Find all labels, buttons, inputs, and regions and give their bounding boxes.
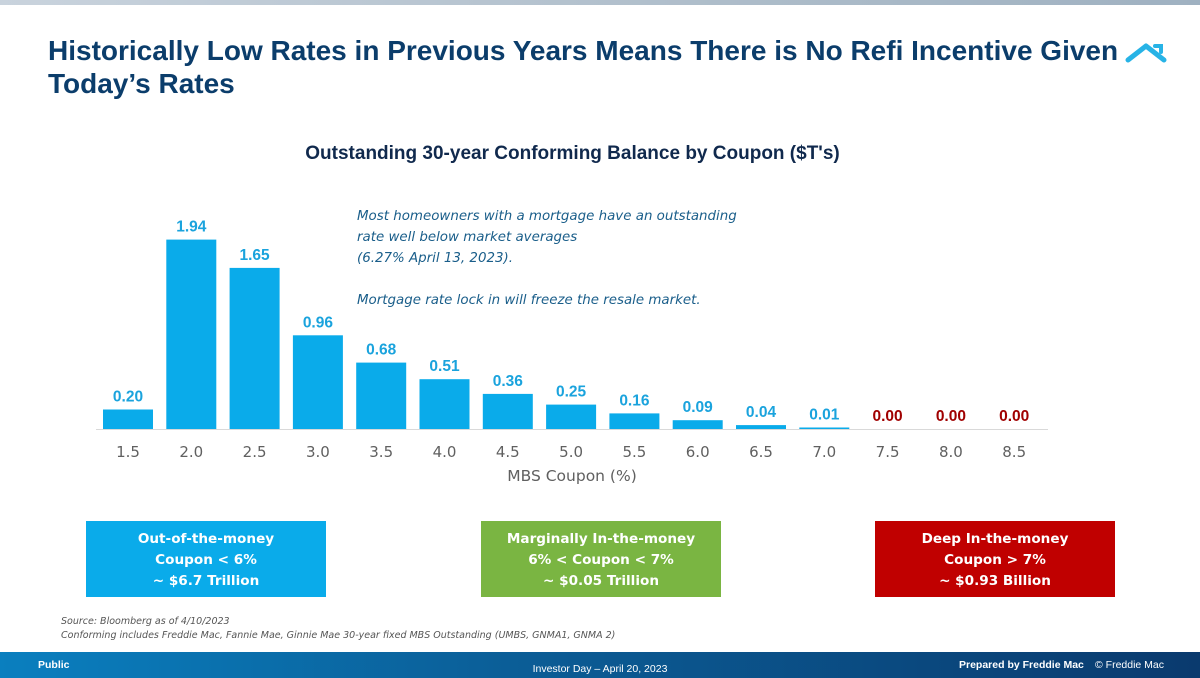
box-amount: ~ $0.05 Trillion <box>543 573 659 589</box>
annotation-line: rate well below market averages <box>357 230 578 245</box>
box-heading: Deep In-the-money <box>921 531 1069 547</box>
deep-in-the-money-box: Deep In-the-money Coupon > 7% ~ $0.93 Bi… <box>875 521 1115 597</box>
chart-title: Outstanding 30-year Conforming Balance b… <box>305 143 840 164</box>
x-tick-label: 6.0 <box>686 443 710 461</box>
x-tick-label: 7.5 <box>876 443 900 461</box>
source-line: Source: Bloomberg as of 4/10/2023 <box>61 616 230 627</box>
bar-value-label: 0.16 <box>619 392 650 409</box>
box-heading: Out-of-the-money <box>137 531 275 547</box>
bar-value-label: 1.65 <box>240 247 271 264</box>
bar-value-label: 0.36 <box>493 373 524 390</box>
footer-copyright: © Freddie Mac <box>1095 659 1165 671</box>
bar-value-label: 0.00 <box>999 408 1029 425</box>
box-coupon-range: 6% < Coupon < 7% <box>528 552 674 568</box>
x-tick-label: 5.5 <box>622 443 646 461</box>
footer-event: Investor Day – April 20, 2023 <box>532 663 668 675</box>
annotation-line: (6.27% April 13, 2023). <box>357 251 513 266</box>
bar-coupon-5.0 <box>546 404 597 429</box>
x-tick-label: 3.0 <box>306 443 330 461</box>
bar-coupon-6.5 <box>736 425 786 429</box>
bar-coupon-3.0 <box>292 335 343 429</box>
x-tick-label: 2.5 <box>243 443 267 461</box>
bar-coupon-3.5 <box>356 362 407 429</box>
x-tick-label: 2.0 <box>179 443 203 461</box>
x-tick-label: 8.5 <box>1002 443 1026 461</box>
bar-value-label: 0.00 <box>873 408 903 425</box>
bar-value-label: 0.25 <box>556 384 587 401</box>
source-line: Conforming includes Freddie Mac, Fannie … <box>61 630 616 641</box>
footer-bar: Public Investor Day – April 20, 2023 Pre… <box>0 652 1200 678</box>
x-tick-label: 6.5 <box>749 443 773 461</box>
bar-value-label: 0.20 <box>113 389 143 406</box>
bar-coupon-4.5 <box>482 393 533 429</box>
x-tick-label: 7.0 <box>812 443 836 461</box>
box-coupon-range: Coupon > 7% <box>944 552 1046 568</box>
freddie-mac-roof-logo-icon <box>1125 43 1167 63</box>
x-tick-label: 5.0 <box>559 443 583 461</box>
annotation-line: Mortgage rate lock in will freeze the re… <box>357 293 701 308</box>
top-accent-strip <box>0 0 1200 5</box>
footer-classification: Public <box>38 659 70 671</box>
x-tick-label: 3.5 <box>369 443 393 461</box>
bar-value-label: 0.01 <box>809 407 840 424</box>
out-of-the-money-box: Out-of-the-money Coupon < 6% ~ $6.7 Tril… <box>86 521 326 597</box>
bar-value-label: 0.96 <box>303 314 334 331</box>
bar-coupon-4.0 <box>419 379 470 429</box>
bar-value-label: 0.09 <box>683 399 714 416</box>
x-tick-label: 8.0 <box>939 443 963 461</box>
box-heading: Marginally In-the-money <box>506 531 696 547</box>
bar-coupon-1.5 <box>103 409 153 429</box>
marginally-in-the-money-box: Marginally In-the-money 6% < Coupon < 7%… <box>481 521 721 597</box>
box-amount: ~ $0.93 Billion <box>939 573 1051 589</box>
bar-coupon-2.5 <box>229 267 280 429</box>
footer-prepared-by: Prepared by Freddie Mac <box>959 659 1084 671</box>
bar-value-label: 1.94 <box>176 219 207 236</box>
chart-annotation: Most homeowners with a mortgage have an … <box>357 206 797 311</box>
bar-value-label: 0.51 <box>429 358 460 375</box>
annotation-line: Most homeowners with a mortgage have an … <box>357 209 737 224</box>
x-tick-label: 1.5 <box>116 443 140 461</box>
bar-coupon-2.0 <box>166 239 217 429</box>
source-note: Source: Bloomberg as of 4/10/2023 Confor… <box>61 615 615 643</box>
box-amount: ~ $6.7 Trillion <box>152 573 260 589</box>
bar-value-label: 0.00 <box>936 408 966 425</box>
coupon-balance-bar-chart: 0.20 1.94 1.65 0.96 0.68 0.51 0.36 0.25 0.16 0.09… <box>96 219 1048 485</box>
bar-value-label: 0.04 <box>746 404 777 421</box>
bar-coupon-5.5 <box>609 413 660 429</box>
x-tick-label: 4.5 <box>496 443 520 461</box>
bar-value-label: 0.68 <box>366 342 397 359</box>
x-tick-label: 4.0 <box>433 443 457 461</box>
x-axis-title: MBS Coupon (%) <box>507 467 637 485</box>
slide-title: Historically Low Rates in Previous Years… <box>48 35 1119 99</box>
box-coupon-range: Coupon < 6% <box>155 552 257 568</box>
bar-coupon-6.0 <box>672 420 723 429</box>
bar-coupon-7.0 <box>799 427 850 429</box>
